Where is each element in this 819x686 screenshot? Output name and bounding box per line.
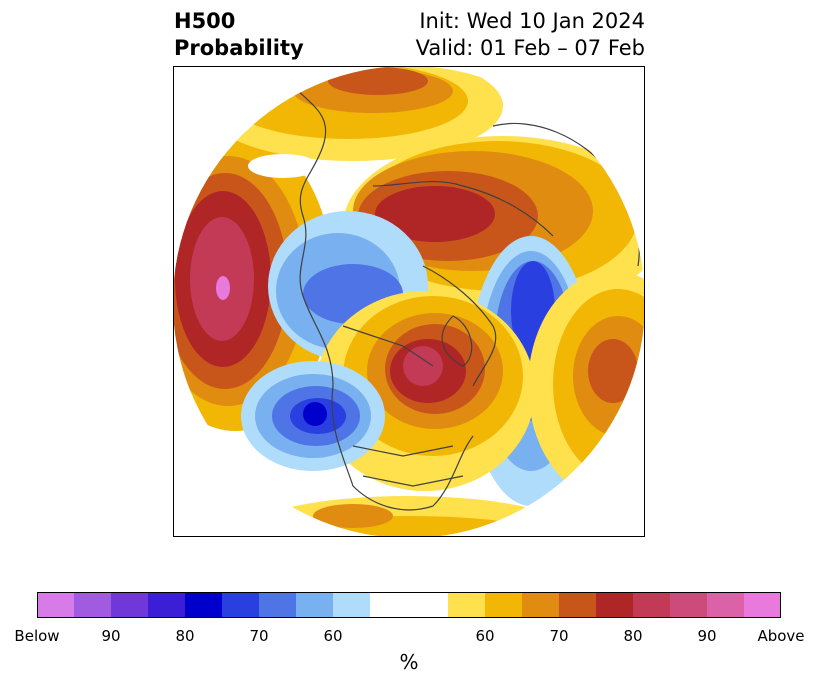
colorbar-above-swatch-6	[633, 592, 671, 618]
colorbar-tick-5: 60	[323, 627, 343, 645]
valid-period: Init: Wed 10 Jan 2024 Valid: 01 Feb – 07…	[416, 8, 645, 62]
map-boundaries	[292, 85, 640, 511]
colorbar-below-swatch-4	[148, 592, 186, 618]
colorbar-tick-8: 80	[623, 627, 643, 645]
colorbar-below-swatch-2	[74, 592, 112, 618]
colorbar-below-swatch-7	[259, 592, 297, 618]
colorbar-below-swatch-3	[111, 592, 149, 618]
colorbar-tick-10: Above	[757, 627, 805, 645]
colorbar-tick-1: Below	[14, 627, 60, 645]
colorbar-above-swatch-3	[522, 592, 560, 618]
init-date: Init: Wed 10 Jan 2024	[419, 9, 645, 33]
pacific-above-anomaly	[173, 131, 333, 431]
canada-above-anomaly	[315, 291, 535, 491]
title-line-2: Probability	[174, 36, 304, 60]
colorbar-neutral-swatch	[370, 592, 448, 618]
colorbar-above-swatch-4	[559, 592, 597, 618]
colorbar-above-swatch-9	[744, 592, 781, 618]
title-line-1: H500	[174, 9, 236, 33]
colorbar-above-swatch-5	[596, 592, 634, 618]
colorbar-unit: %	[399, 650, 419, 674]
probability-colorbar	[37, 592, 781, 618]
colorbar-tick-7: 70	[549, 627, 569, 645]
colorbar-tick-4: 70	[249, 627, 269, 645]
colorbar-tick-9: 90	[697, 627, 717, 645]
colorbar-tick-3: 80	[175, 627, 195, 645]
colorbar-below-swatch-8	[296, 592, 334, 618]
chart-title: H500 Probability	[174, 8, 304, 62]
colorbar-above-swatch-1	[448, 592, 486, 618]
probability-map	[173, 66, 645, 537]
colorbar-above-swatch-7	[670, 592, 708, 618]
atlantic-above-anomaly	[528, 271, 645, 501]
colorbar-above-swatch-8	[707, 592, 745, 618]
colorbar-tick-6: 60	[475, 627, 495, 645]
colorbar-below-swatch-9	[333, 592, 371, 618]
colorbar-below-swatch-1	[37, 592, 75, 618]
colorbar-above-swatch-2	[485, 592, 523, 618]
westus-below-anomaly	[241, 361, 385, 471]
colorbar-below-swatch-5	[185, 592, 223, 618]
valid-dates: Valid: 01 Feb – 07 Feb	[415, 36, 645, 60]
colorbar-tick-2: 90	[101, 627, 121, 645]
colorbar-below-swatch-6	[222, 592, 260, 618]
